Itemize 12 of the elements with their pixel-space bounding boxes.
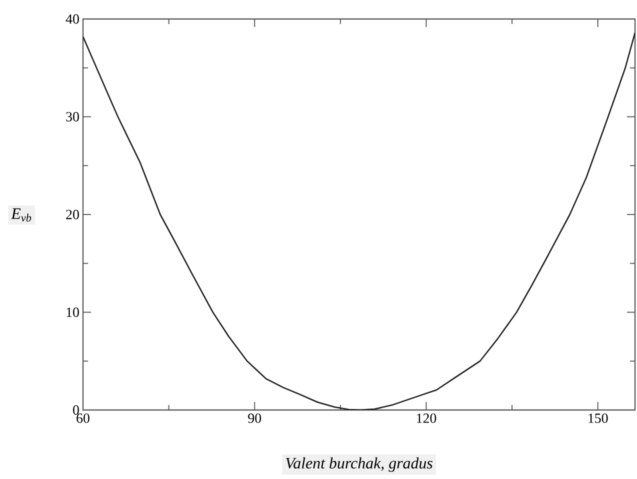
y-axis-title: E$_{vb}$	[11, 208, 32, 222]
y-tick-label: 40	[66, 14, 79, 24]
y-tick-label: 20	[66, 210, 79, 220]
line-series	[83, 32, 636, 410]
x-tick-label: 120	[416, 414, 436, 423]
y-tick-label: 10	[66, 308, 79, 317]
x-tick-label: 150	[588, 414, 608, 423]
x-tick-label: 90	[248, 414, 262, 423]
y-tick-label: 30	[66, 112, 79, 122]
x-axis-title: Valent burchak, gradus	[286, 457, 432, 472]
y-tick-label: 0	[73, 405, 79, 415]
x-tick-label: 60	[76, 414, 90, 423]
